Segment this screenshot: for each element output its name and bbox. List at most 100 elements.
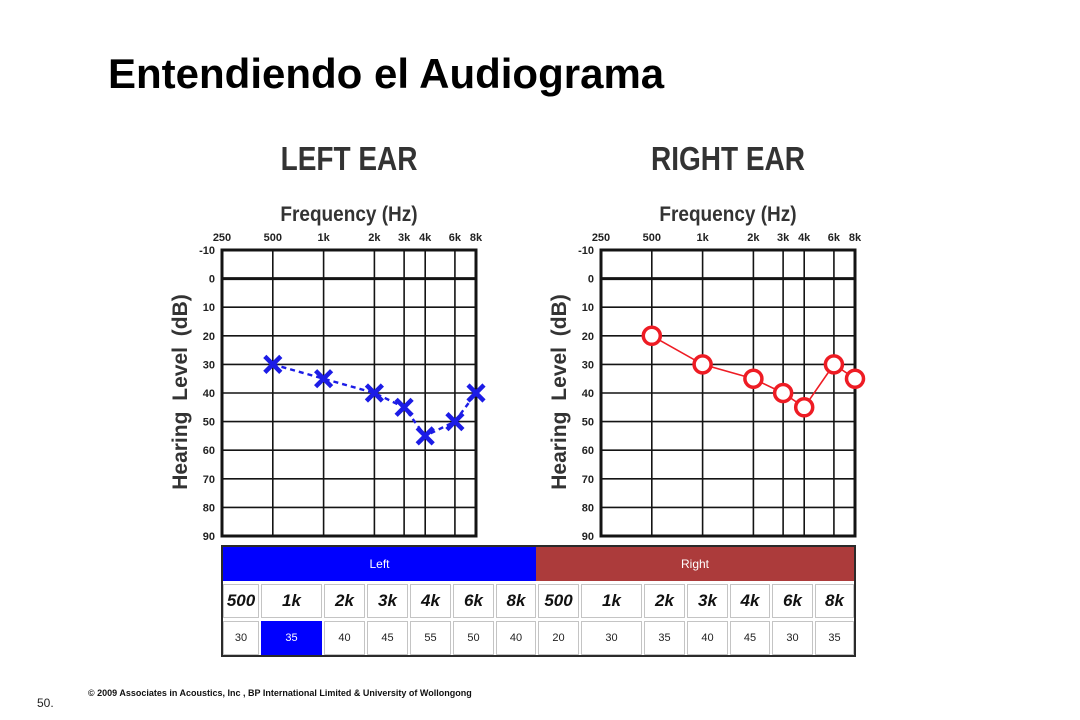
circle-marker	[772, 382, 794, 404]
circle-marker	[823, 354, 845, 375]
y-tick-label: 80	[203, 502, 215, 514]
table-header-right: Right	[536, 547, 854, 581]
x-axis-label: Frequency (Hz)	[659, 203, 796, 226]
y-tick-label: 70	[582, 474, 594, 486]
x-tick-labels: 250 500 1k 2k 3k 4k 6k 8k	[592, 232, 862, 244]
left-ear-audiogram: LEFT EAR Frequency (Hz) Hearing Level (d…	[169, 141, 486, 543]
y-tick-label: 60	[203, 445, 215, 457]
x-tick-label: 1k	[317, 232, 330, 244]
y-tick-label: -10	[199, 245, 215, 257]
table-value-cell: 35	[644, 621, 685, 655]
table-frequency-cell: 8k	[496, 584, 536, 618]
chart-title: RIGHT EAR	[651, 141, 805, 178]
x-tick-label: 3k	[398, 232, 411, 244]
circle-marker	[743, 368, 764, 389]
y-tick-labels: -10 0 10 20 30 40 50 60 70 80 90	[199, 245, 215, 543]
table-frequency-cell: 6k	[772, 584, 813, 618]
x-tick-label: 2k	[368, 232, 381, 244]
x-tick-label: 4k	[419, 232, 432, 244]
table-value-cell: 45	[730, 621, 770, 655]
x-marker	[263, 354, 283, 374]
y-axis-label: Hearing Level (dB)	[169, 294, 192, 490]
table-frequency-cell: 6k	[453, 584, 494, 618]
y-tick-label: 20	[203, 331, 215, 343]
right-ear-audiogram: RIGHT EAR Frequency (Hz) Hearing Level (…	[548, 141, 866, 543]
table-frequency-cell: 500	[538, 584, 579, 618]
x-tick-label: 8k	[849, 232, 862, 244]
y-tick-label: 40	[582, 388, 594, 400]
y-tick-label: 50	[582, 417, 594, 429]
circle-marker	[793, 397, 815, 418]
x-tick-label: 250	[213, 232, 231, 244]
table-frequency-cell: 2k	[324, 584, 365, 618]
series	[641, 325, 866, 418]
copyright-notice: © 2009 Associates in Acoustics, Inc , BP…	[88, 688, 472, 698]
table-frequency-cell: 3k	[367, 584, 408, 618]
y-tick-label: 0	[588, 274, 594, 286]
y-tick-label: 10	[203, 302, 215, 314]
y-tick-label: 80	[582, 502, 594, 514]
y-tick-label: 40	[203, 388, 215, 400]
x-marker	[364, 383, 384, 403]
series	[263, 354, 486, 446]
x-marker	[415, 426, 435, 446]
x-marker	[314, 369, 334, 389]
x-tick-label: 500	[643, 232, 661, 244]
table-value-cell: 40	[324, 621, 365, 655]
circle-marker	[692, 354, 713, 375]
x-axis-label: Frequency (Hz)	[280, 203, 417, 226]
circle-marker	[641, 325, 663, 347]
table-header-left: Left	[223, 547, 536, 581]
circle-marker	[844, 368, 866, 389]
y-tick-label: 90	[203, 531, 215, 543]
y-tick-label: 30	[203, 359, 215, 371]
table-frequency-cell: 2k	[644, 584, 685, 618]
table-frequency-cell: 3k	[687, 584, 728, 618]
table-value-cell: 35	[815, 621, 854, 655]
x-tick-label: 8k	[470, 232, 483, 244]
audiogram-table: Left 500 30 1k 35 2k 40 3k 45 4k 55 6k 50 8k 40 Right 50…	[221, 545, 856, 657]
table-value-cell: 40	[496, 621, 536, 655]
table-value-cell: 30	[772, 621, 813, 655]
table-frequency-cell: 500	[223, 584, 259, 618]
x-tick-label: 250	[592, 232, 610, 244]
y-tick-label: 20	[582, 331, 594, 343]
table-value-cell: 50	[453, 621, 494, 655]
table-frequency-cell: 4k	[730, 584, 770, 618]
table-value-cell: 55	[410, 621, 451, 655]
x-tick-label: 4k	[798, 232, 811, 244]
page-number: 50.	[37, 696, 54, 710]
x-tick-label: 6k	[828, 232, 841, 244]
y-tick-label: 90	[582, 531, 594, 543]
y-tick-label: 70	[203, 474, 215, 486]
y-tick-label: 60	[582, 445, 594, 457]
x-tick-label: 6k	[449, 232, 462, 244]
x-marker	[394, 397, 414, 417]
slide-title: Entendiendo el Audiograma	[108, 50, 665, 97]
x-marker	[445, 412, 465, 432]
table-value-cell-selected: 35	[261, 621, 322, 655]
y-tick-label: -10	[578, 245, 594, 257]
x-tick-label: 3k	[777, 232, 790, 244]
y-tick-label: 10	[582, 302, 594, 314]
y-axis-label: Hearing Level (dB)	[548, 294, 571, 490]
y-tick-label: 50	[203, 417, 215, 429]
x-tick-label: 500	[264, 232, 282, 244]
x-tick-labels: 250 500 1k 2k 3k 4k 6k 8k	[213, 232, 483, 244]
x-tick-label: 2k	[747, 232, 760, 244]
y-tick-labels: -10 0 10 20 30 40 50 60 70 80 90	[578, 245, 594, 543]
table-frequency-cell: 1k	[261, 584, 322, 618]
table-frequency-cell: 8k	[815, 584, 854, 618]
table-value-cell: 40	[687, 621, 728, 655]
table-frequency-cell: 1k	[581, 584, 642, 618]
table-value-cell: 30	[581, 621, 642, 655]
grid	[220, 248, 478, 538]
x-marker	[466, 383, 486, 403]
table-value-cell: 20	[538, 621, 579, 655]
chart-title: LEFT EAR	[281, 141, 418, 178]
y-tick-label: 30	[582, 359, 594, 371]
grid	[599, 248, 857, 538]
y-tick-label: 0	[209, 274, 215, 286]
table-frequency-cell: 4k	[410, 584, 451, 618]
plot-border	[599, 248, 857, 538]
